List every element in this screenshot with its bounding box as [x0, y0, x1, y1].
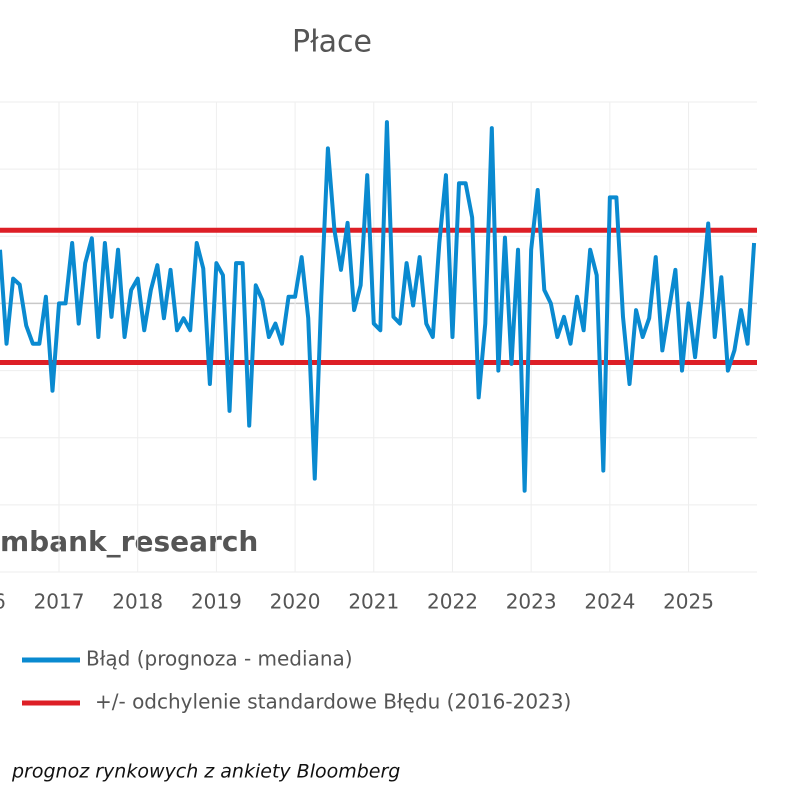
x-tick-label: 2017	[34, 590, 85, 614]
x-tick-label: 2016	[0, 590, 6, 614]
watermark: mbank_research	[0, 525, 258, 558]
data-line	[0, 120, 757, 493]
x-tick-label: 2023	[506, 590, 557, 614]
x-tick-label: 2020	[270, 590, 321, 614]
x-tick-label: 2025	[663, 590, 714, 614]
x-tick-label: 2018	[112, 590, 163, 614]
x-tick-label: 2022	[427, 590, 478, 614]
legend-label: +/- odchylenie standardowe Błędu (2016-2…	[95, 690, 571, 714]
x-tick-label: 2024	[584, 590, 635, 614]
legend-label: Błąd (prognoza - mediana)	[86, 647, 353, 671]
x-tick-label: 2021	[348, 590, 399, 614]
chart-title: Płace	[292, 25, 372, 60]
footnote: prognoz rynkowych z ankiety Bloomberg	[11, 761, 400, 783]
x-tick-label: 2019	[191, 590, 242, 614]
